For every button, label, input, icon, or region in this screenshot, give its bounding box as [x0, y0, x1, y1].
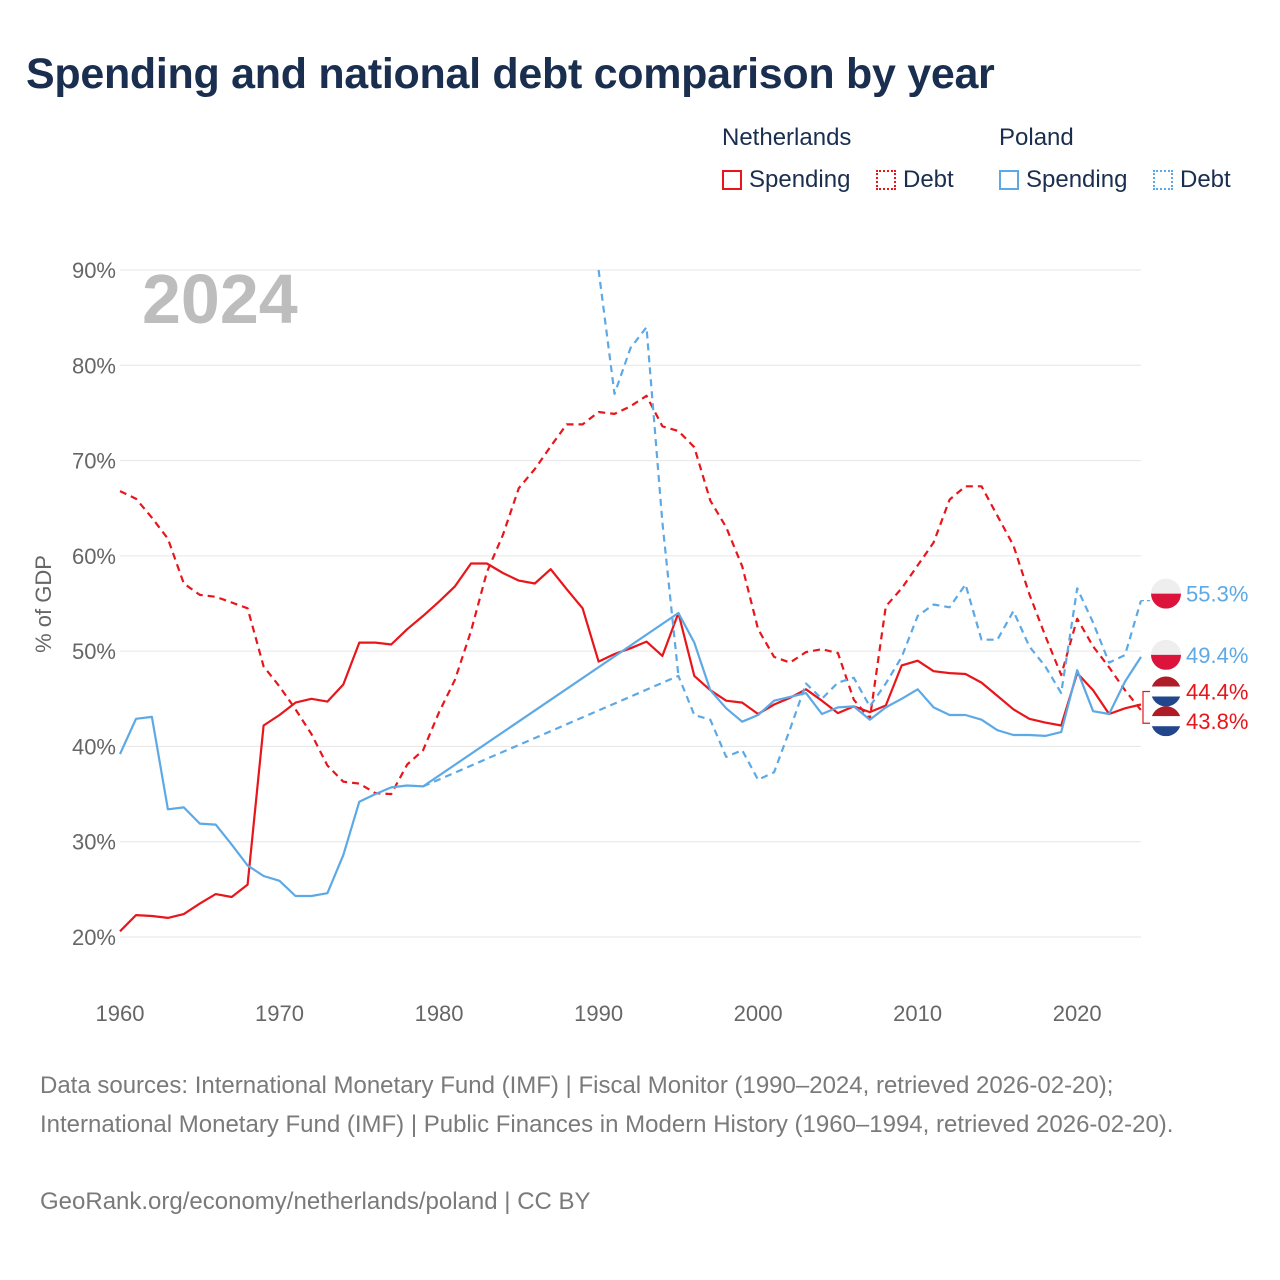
netherlands-flag-icon — [1151, 676, 1181, 707]
legend-label: Debt — [903, 166, 954, 193]
gridlines — [120, 269, 1141, 938]
poland-flag-icon — [1151, 639, 1181, 670]
netherlands-spending-line — [119, 562, 1142, 933]
y-axis-ticks: 20% 30% 40% 50% 60% 70% 80% 90% — [72, 258, 116, 950]
poland-debt-1990s-line — [597, 269, 680, 677]
x-tick-label: 1980 — [415, 1001, 464, 1026]
netherlands-flag-icon — [1151, 706, 1181, 737]
y-tick-label: 70% — [72, 449, 116, 474]
x-tick-label: 1970 — [255, 1001, 304, 1026]
y-tick-label: 90% — [72, 258, 116, 283]
y-tick-label: 60% — [72, 544, 116, 569]
label-bracket — [1142, 690, 1150, 724]
x-tick-label: 2020 — [1053, 1001, 1102, 1026]
end-value-label: 49.4% — [1186, 643, 1248, 668]
series-lines — [118, 269, 1143, 933]
end-value-label: 44.4% — [1186, 680, 1248, 705]
y-tick-label: 30% — [72, 830, 116, 855]
legend-netherlands-spending[interactable]: Spending — [722, 166, 850, 194]
legend-group-poland: Poland — [999, 124, 1074, 151]
x-tick-label: 2010 — [893, 1001, 942, 1026]
legend-swatch-solid — [722, 170, 742, 190]
end-labels: 55.3% 49.4% 44.4% 43.8% — [1141, 578, 1248, 737]
credit-link[interactable]: GeoRank.org/economy/netherlands/poland |… — [40, 1188, 591, 1215]
legend-swatch-dotted — [876, 170, 896, 190]
legend-group-netherlands: Netherlands — [722, 124, 852, 151]
legend-swatch-dotted — [1153, 170, 1173, 190]
y-tick-label: 40% — [72, 734, 116, 759]
y-axis-label: % of GDP — [31, 555, 56, 653]
y-tick-label: 50% — [72, 639, 116, 664]
year-watermark: 2024 — [142, 260, 298, 338]
legend-label: Debt — [1180, 166, 1231, 193]
x-tick-label: 1990 — [574, 1001, 623, 1026]
end-value-label: 55.3% — [1186, 582, 1248, 607]
poland-flag-icon — [1151, 578, 1181, 609]
legend-poland-debt[interactable]: Debt — [1153, 166, 1231, 194]
chart-title: Spending and national debt comparison by… — [26, 50, 995, 98]
data-sources: Data sources: International Monetary Fun… — [40, 1072, 1174, 1138]
x-tick-label: 2000 — [734, 1001, 783, 1026]
line-chart: 20% 30% 40% 50% 60% 70% 80% 90% 1960 1970 1980 199… — [31, 258, 1248, 1026]
x-axis-ticks: 1960 1970 1980 1990 2000 2010 2020 — [96, 1001, 1102, 1026]
netherlands-debt-line — [119, 394, 1142, 796]
legend-label: Spending — [749, 166, 851, 193]
y-tick-label: 20% — [72, 925, 116, 950]
poland-spending-line — [118, 611, 1142, 898]
end-value-label: 43.8% — [1186, 709, 1248, 734]
legend-label: Spending — [1026, 166, 1128, 193]
poland-debt-line — [422, 583, 1143, 788]
y-tick-label: 80% — [72, 353, 116, 378]
x-tick-label: 1960 — [96, 1001, 145, 1026]
legend-swatch-solid — [999, 170, 1019, 190]
legend-netherlands-debt[interactable]: Debt — [876, 166, 954, 194]
legend-poland-spending[interactable]: Spending — [999, 166, 1127, 194]
